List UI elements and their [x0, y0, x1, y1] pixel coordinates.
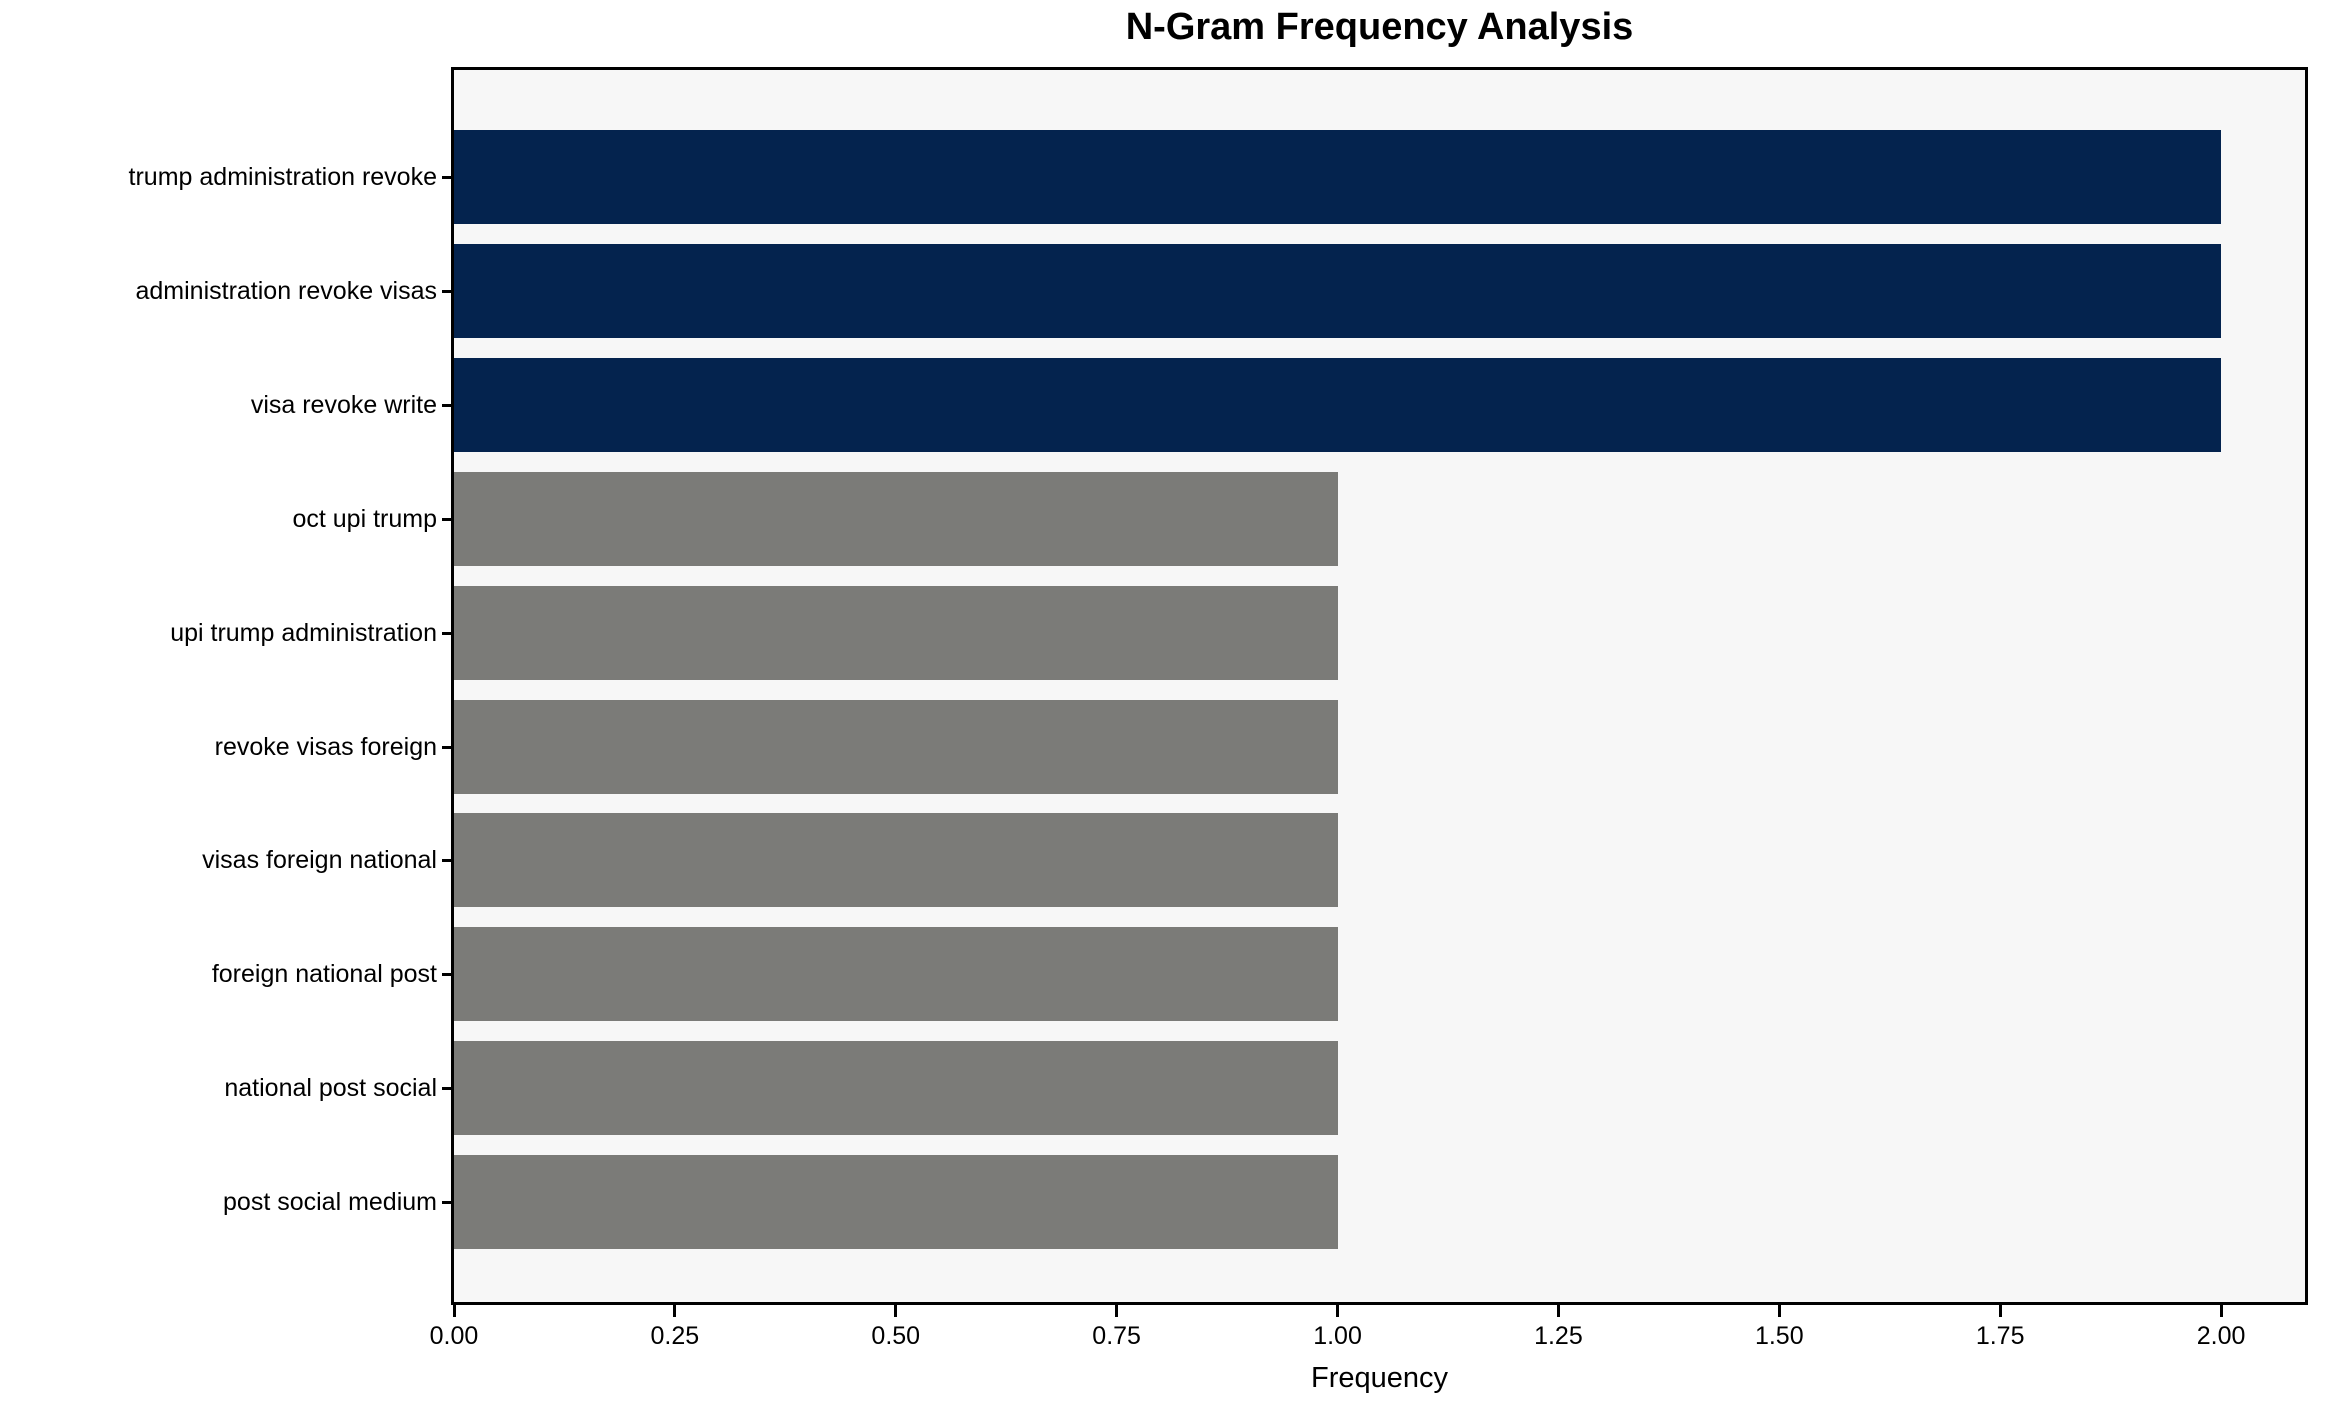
bar [454, 813, 1338, 908]
y-tick-mark [442, 631, 451, 635]
x-tick-mark [1336, 1305, 1340, 1317]
x-tick-label: 0.00 [429, 1322, 479, 1350]
y-tick-mark [442, 289, 451, 293]
x-tick-label: 2.00 [2196, 1322, 2246, 1350]
y-tick-mark [442, 1087, 451, 1091]
bars-layer [454, 70, 2305, 1302]
bar [454, 357, 2222, 452]
y-tick-mark [442, 517, 451, 521]
x-tick-label: 1.25 [1534, 1322, 1583, 1350]
bar [454, 699, 1338, 794]
y-tick-mark [442, 176, 451, 179]
y-tick-mark [442, 1201, 451, 1205]
bar [454, 927, 1338, 1022]
y-tick-label: trump administration revoke [128, 163, 437, 191]
y-tick-label: visas foreign national [202, 846, 437, 875]
y-tick-label: foreign national post [211, 960, 437, 989]
x-tick-label: 0.25 [650, 1322, 700, 1350]
x-tick-label: 1.50 [1754, 1322, 1804, 1350]
x-tick-label: 1.75 [1975, 1322, 2025, 1350]
y-tick-label: post social medium [223, 1188, 437, 1217]
chart-title: N-Gram Frequency Analysis [1125, 6, 1634, 48]
y-tick-mark [442, 973, 451, 977]
x-tick-label: 0.75 [1092, 1322, 1141, 1350]
bar [454, 1041, 1338, 1136]
y-tick-label: visa revoke write [250, 390, 437, 419]
x-tick-mark [452, 1305, 456, 1317]
plot-area [451, 67, 2308, 1305]
bar [454, 130, 2222, 224]
bar [454, 1155, 1338, 1250]
y-tick-label: revoke visas foreign [214, 732, 437, 761]
x-tick-label: 1.00 [1313, 1322, 1362, 1350]
y-tick-mark [442, 745, 451, 749]
y-tick-label: oct upi trump [292, 504, 437, 533]
x-tick-mark [894, 1305, 898, 1317]
x-tick-mark [2219, 1305, 2223, 1317]
x-tick-mark [1777, 1305, 1781, 1317]
bar [454, 585, 1338, 680]
x-tick-label: 0.50 [871, 1322, 921, 1350]
bar [454, 243, 2222, 338]
bar [454, 471, 1338, 566]
y-tick-label: national post social [224, 1074, 437, 1103]
x-tick-mark [1115, 1305, 1119, 1317]
y-tick-label: administration revoke visas [135, 276, 437, 305]
x-tick-mark [673, 1305, 677, 1317]
x-tick-mark [1556, 1305, 1560, 1317]
y-tick-mark [442, 859, 451, 863]
x-tick-mark [1998, 1305, 2002, 1317]
y-tick-mark [442, 403, 451, 407]
y-tick-label: upi trump administration [170, 618, 437, 647]
x-axis-label: Frequency [1310, 1362, 1448, 1394]
